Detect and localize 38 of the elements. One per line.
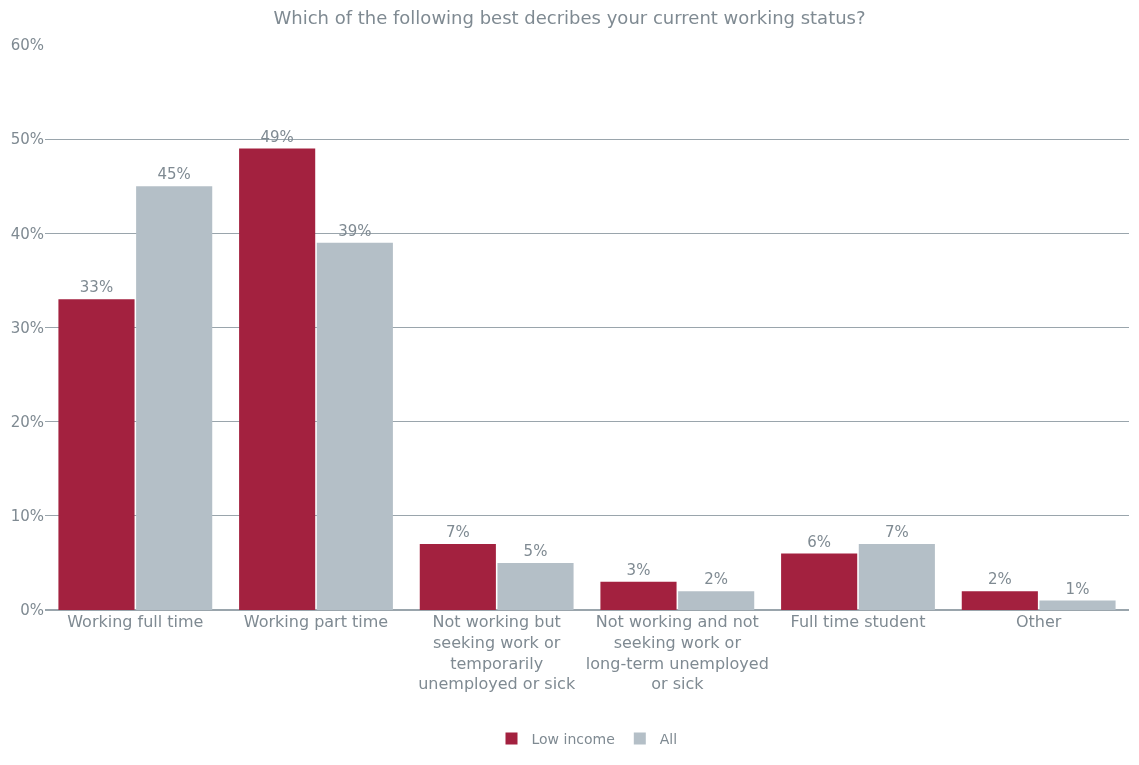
- x-tick-label: Full time student: [790, 612, 926, 631]
- bar: [136, 186, 213, 610]
- y-tick-label: 30%: [10, 318, 44, 337]
- y-tick-label: 0%: [20, 601, 44, 620]
- data-label: 3%: [626, 560, 651, 579]
- legend-label: All: [659, 731, 678, 748]
- y-tick-label: 50%: [10, 130, 44, 149]
- x-tick-label: Other: [1015, 612, 1062, 631]
- chart-title: Which of the following best decribes your current working status?: [273, 7, 866, 29]
- data-label: 7%: [884, 523, 909, 542]
- data-label: 33%: [79, 278, 114, 297]
- legend-label: Low income: [531, 731, 615, 748]
- data-label: 5%: [523, 541, 548, 560]
- x-tick-label: Not working but seeking work or temporarily unemployed or sick: [418, 612, 576, 694]
- data-label: 7%: [445, 523, 470, 542]
- data-label: 1%: [1065, 579, 1090, 598]
- bar: [600, 581, 677, 610]
- bar: [316, 242, 393, 610]
- bar: [858, 544, 935, 610]
- bar: [961, 591, 1038, 610]
- data-label: 2%: [704, 570, 729, 589]
- bar: [58, 299, 135, 610]
- x-tick-label: Working part time: [243, 612, 389, 631]
- x-tick-label: Not working and not seeking work or long-term unemployed or sick: [585, 612, 769, 694]
- y-tick-label: 10%: [10, 507, 44, 526]
- y-tick-label: 60%: [10, 36, 44, 55]
- bar: [1039, 600, 1116, 610]
- bar: [497, 562, 574, 610]
- y-tick-label: 40%: [10, 224, 44, 243]
- data-label: 45%: [157, 165, 191, 184]
- bar: [678, 591, 755, 610]
- data-label: 2%: [987, 570, 1012, 589]
- data-label: 6%: [807, 532, 832, 551]
- y-tick-label: 20%: [10, 412, 44, 431]
- bar: [239, 148, 316, 610]
- bar: [419, 544, 496, 610]
- bar: [781, 553, 858, 610]
- x-tick-label: Working full time: [67, 612, 204, 631]
